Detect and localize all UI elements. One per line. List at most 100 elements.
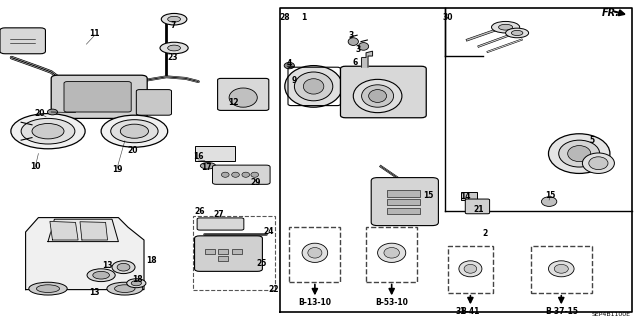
Text: 24: 24 [264,228,274,236]
Ellipse shape [168,16,180,22]
Polygon shape [48,219,118,242]
Bar [195,146,235,161]
Text: 4: 4 [287,60,292,68]
Text: 18: 18 [132,276,143,284]
Polygon shape [80,222,108,240]
Ellipse shape [294,72,333,101]
Bar [461,192,477,200]
Text: 17: 17 [202,164,212,172]
Text: 13: 13 [90,288,100,297]
Text: SEP4B1100E: SEP4B1100E [591,312,630,317]
Ellipse shape [353,79,402,113]
Bar [387,190,420,197]
Text: 13: 13 [102,261,113,270]
Ellipse shape [511,30,523,36]
Ellipse shape [101,115,168,147]
Ellipse shape [589,157,608,170]
Text: 30: 30 [443,13,453,22]
FancyBboxPatch shape [51,75,147,118]
Ellipse shape [200,163,216,169]
Bar [218,249,228,254]
FancyBboxPatch shape [218,78,269,110]
Text: 18: 18 [147,256,157,265]
Ellipse shape [32,124,64,139]
Ellipse shape [308,248,322,258]
Ellipse shape [127,279,146,288]
Bar [387,199,420,205]
Text: 1: 1 [301,13,307,22]
FancyBboxPatch shape [197,218,244,230]
Ellipse shape [29,282,67,295]
Text: 12: 12 [228,98,239,107]
Ellipse shape [160,42,188,54]
Ellipse shape [384,248,399,258]
Ellipse shape [548,134,610,173]
Text: FR.: FR. [602,8,620,19]
Bar [193,216,275,290]
Bar [448,246,493,293]
FancyBboxPatch shape [0,28,45,54]
Text: B-37-15: B-37-15 [545,307,578,316]
Ellipse shape [348,38,358,45]
Ellipse shape [559,140,600,167]
Ellipse shape [548,261,574,277]
Ellipse shape [107,282,143,295]
Text: 25: 25 [256,259,266,268]
Ellipse shape [221,172,229,177]
Ellipse shape [285,66,342,107]
Text: 6: 6 [353,58,358,67]
FancyBboxPatch shape [212,165,270,184]
Ellipse shape [420,197,435,206]
Text: 23: 23 [168,53,178,62]
Text: B-13-10: B-13-10 [298,298,332,307]
Ellipse shape [117,263,130,271]
Text: 19: 19 [112,165,122,174]
Ellipse shape [554,264,568,273]
FancyBboxPatch shape [64,82,131,112]
Bar [387,208,420,214]
Ellipse shape [302,243,328,262]
Ellipse shape [492,21,520,33]
Ellipse shape [303,79,324,94]
Ellipse shape [568,146,591,162]
Text: 3: 3 [348,31,353,40]
Text: 7: 7 [170,21,175,30]
Ellipse shape [499,24,513,30]
Ellipse shape [369,90,387,102]
Ellipse shape [378,243,406,262]
FancyBboxPatch shape [371,178,438,226]
Polygon shape [50,221,78,240]
Text: 15: 15 [545,191,556,200]
Ellipse shape [161,13,187,25]
Polygon shape [362,51,372,67]
Bar [218,256,228,261]
Ellipse shape [229,88,257,107]
Text: 16: 16 [193,152,204,161]
FancyBboxPatch shape [136,90,172,115]
Ellipse shape [358,43,369,50]
Text: 5: 5 [589,136,595,145]
Ellipse shape [47,109,58,115]
Text: 20: 20 [35,109,45,118]
Ellipse shape [36,285,60,292]
Ellipse shape [87,269,115,282]
Ellipse shape [506,28,529,38]
Text: 15: 15 [424,191,434,200]
Text: 27: 27 [214,210,224,219]
Polygon shape [26,218,144,290]
Ellipse shape [464,264,477,273]
Ellipse shape [459,261,482,277]
Text: 9: 9 [292,76,297,85]
Ellipse shape [21,118,75,144]
Text: 10: 10 [30,162,40,171]
Text: B-41: B-41 [461,307,480,316]
Ellipse shape [115,285,135,292]
Ellipse shape [541,197,557,206]
Ellipse shape [251,172,259,177]
Text: 22: 22 [269,285,279,294]
Bar [531,246,592,293]
FancyBboxPatch shape [195,236,262,271]
Text: 28: 28 [280,13,290,22]
Ellipse shape [217,262,237,270]
FancyBboxPatch shape [340,66,426,118]
